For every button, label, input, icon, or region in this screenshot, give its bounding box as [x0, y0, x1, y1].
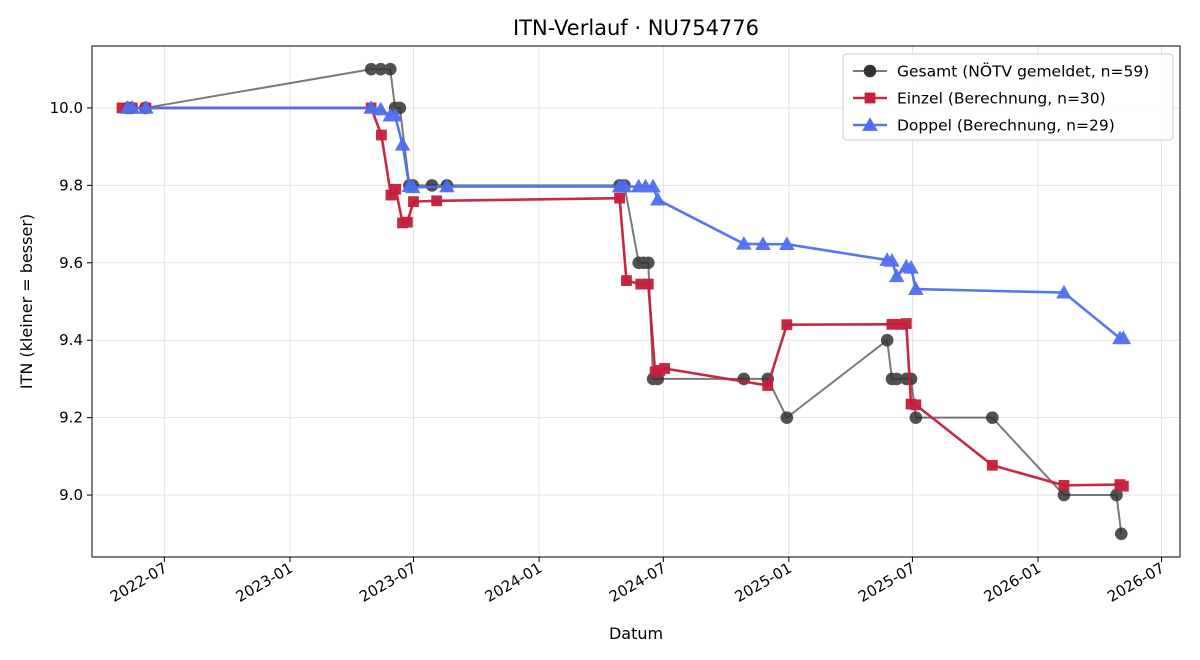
- data-point: [880, 333, 894, 347]
- legend-marker: [862, 117, 878, 131]
- data-point: [886, 318, 898, 330]
- data-point: [614, 192, 626, 204]
- data-point: [621, 275, 632, 286]
- data-point: [401, 216, 413, 228]
- data-point: [364, 62, 378, 76]
- data-point: [736, 236, 752, 250]
- series-3: [119, 100, 1132, 345]
- y-tick-label: 9.2: [59, 409, 83, 427]
- data-point: [985, 411, 999, 424]
- y-tick-label: 9.0: [59, 486, 83, 504]
- data-point: [641, 256, 655, 270]
- data-point: [909, 411, 923, 424]
- chart-title: ITN-Verlauf · NU754776: [513, 16, 759, 40]
- y-tick-label: 9.8: [59, 176, 83, 194]
- x-axis-label: Datum: [609, 624, 663, 643]
- data-point: [372, 101, 389, 116]
- data-point: [1117, 480, 1129, 492]
- data-point: [904, 372, 918, 386]
- legend-label: Doppel (Berechnung, n=29): [897, 117, 1115, 135]
- data-point: [884, 253, 900, 267]
- data-point: [138, 100, 154, 114]
- data-point: [363, 100, 379, 114]
- data-point: [645, 178, 661, 193]
- data-point: [890, 372, 904, 386]
- data-point: [986, 459, 998, 471]
- data-point: [635, 278, 647, 290]
- data-point: [1115, 330, 1132, 345]
- data-point: [1057, 488, 1071, 502]
- data-point: [1114, 527, 1128, 541]
- legend: Gesamt (NÖTV gemeldet, n=59) Einzel (Bere…: [842, 53, 1174, 141]
- plot-area-frame: [91, 45, 1181, 558]
- data-point: [903, 260, 919, 274]
- data-point: [1056, 284, 1072, 299]
- data-point: [394, 136, 411, 151]
- y-tick-label: 9.4: [59, 331, 83, 349]
- y-tick-label: 10.0: [50, 99, 83, 117]
- data-point: [385, 189, 397, 201]
- legend-label: Gesamt (NÖTV gemeldet, n=59): [897, 62, 1149, 81]
- legend-box: [842, 53, 1174, 141]
- data-point: [888, 268, 905, 283]
- data-point: [650, 191, 666, 206]
- series-markers: [119, 100, 1132, 345]
- legend-item: Doppel (Berechnung, n=29): [853, 117, 1115, 135]
- legend-label: Einzel (Berechnung, n=30): [897, 90, 1106, 108]
- data-point: [425, 179, 439, 192]
- data-point: [387, 107, 403, 122]
- data-point: [755, 236, 771, 251]
- series-layer: [116, 62, 1132, 541]
- legend-item: Einzel (Berechnung, n=30): [853, 90, 1106, 108]
- data-point: [405, 179, 421, 194]
- data-point: [900, 318, 912, 329]
- data-point: [781, 319, 793, 331]
- data-point: [376, 129, 387, 141]
- data-point: [779, 236, 795, 251]
- data-point: [780, 411, 794, 424]
- data-point: [383, 62, 397, 76]
- y-axis-label: ITN (kleiner = besser): [17, 214, 36, 389]
- data-point: [616, 178, 633, 193]
- legend-item: Gesamt (NÖTV gemeldet, n=59): [853, 62, 1149, 81]
- data-point: [908, 281, 924, 295]
- data-point: [439, 178, 455, 193]
- data-point: [116, 102, 128, 114]
- legend-marker: [863, 64, 877, 78]
- data-point: [124, 100, 141, 114]
- data-point: [431, 195, 443, 207]
- data-point: [408, 196, 419, 208]
- data-point: [390, 183, 402, 195]
- data-point: [1110, 488, 1123, 502]
- data-point: [642, 278, 654, 290]
- data-point: [910, 399, 922, 411]
- y-tick-label: 9.6: [59, 254, 83, 272]
- legend-marker: [864, 92, 876, 104]
- data-point: [762, 380, 774, 391]
- data-point: [1058, 479, 1070, 491]
- data-point: [659, 363, 671, 374]
- y-axis: 9.0 9.2 9.4 9.6 9.8 10.0: [50, 99, 92, 504]
- data-point: [374, 62, 388, 76]
